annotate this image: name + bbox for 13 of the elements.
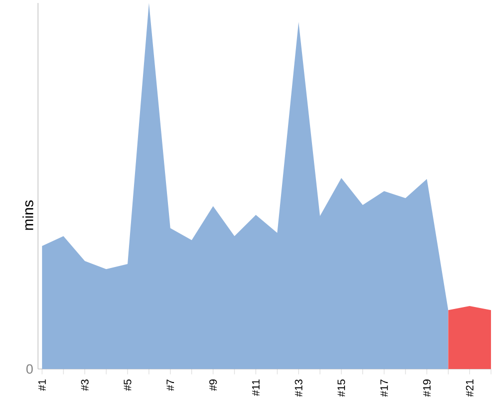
- x-tick-label: #3: [81, 379, 89, 391]
- x-tick-label: #5: [124, 379, 132, 391]
- y-axis-title: mins: [22, 200, 34, 230]
- x-tick-label: #13: [294, 379, 302, 397]
- x-tick-label: #9: [209, 379, 217, 391]
- x-tick-label: #7: [166, 379, 174, 391]
- text: 0: [26, 364, 33, 374]
- x-tick-label: #1: [38, 379, 46, 391]
- x-tick-label: #15: [338, 379, 346, 397]
- x-tick-label: #17: [380, 379, 388, 397]
- x-tick-label: #11: [252, 379, 260, 396]
- x-tick-label: #21: [466, 379, 474, 397]
- x-tick-label: #19: [423, 379, 431, 397]
